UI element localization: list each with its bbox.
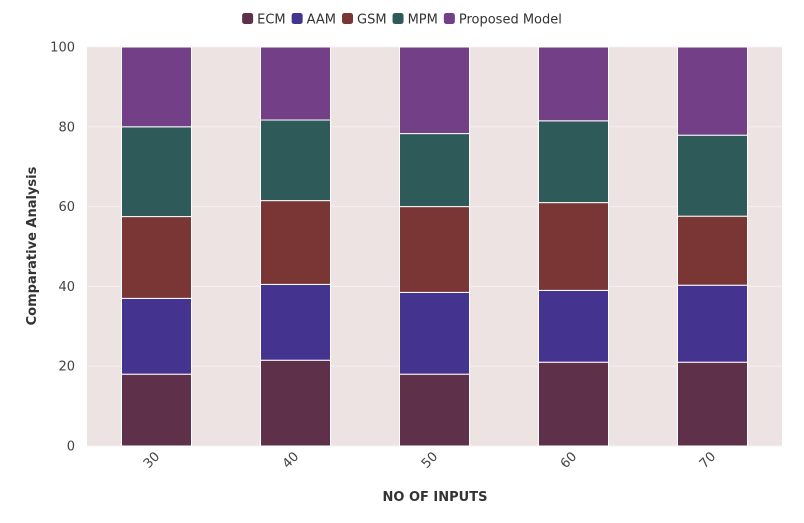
bar-segment-ecm — [260, 359, 331, 447]
bar-segment-mpm — [260, 119, 331, 202]
legend-label: MPM — [408, 13, 438, 28]
bar-segment-gsm — [538, 202, 609, 291]
bar-segment-gsm — [399, 206, 470, 293]
bar-segment-proposed-model — [260, 46, 331, 121]
bar-segment-proposed-model — [121, 46, 192, 128]
y-tick-label: 20 — [58, 360, 75, 375]
y-tick-label: 100 — [50, 41, 75, 56]
bar-segment-mpm — [121, 126, 192, 218]
y-tick-label: 60 — [58, 200, 75, 215]
y-tick-label: 40 — [58, 280, 75, 295]
y-axis-ticks: 0 20 40 60 80 100 — [50, 41, 75, 455]
bar-segment-gsm — [121, 216, 192, 299]
bar-segment-ecm — [677, 361, 748, 447]
bar-segment-mpm — [399, 133, 470, 208]
x-tick-label: 70 — [697, 449, 719, 471]
x-tick-label: 50 — [419, 449, 441, 471]
y-axis-title: Comparative Analysis — [25, 166, 40, 325]
bar-segment-aam — [677, 284, 748, 363]
bar-segment-aam — [399, 291, 470, 375]
legend-swatch — [291, 13, 303, 24]
legend-label: GSM — [357, 13, 387, 28]
bars — [121, 46, 748, 447]
legend-swatch — [242, 13, 254, 24]
bar-segment-proposed-model — [538, 46, 609, 122]
bar-segment-proposed-model — [399, 46, 470, 135]
legend-label: AAM — [307, 13, 336, 28]
legend-label: ECM — [257, 13, 286, 28]
bar-segment-aam — [121, 297, 192, 375]
legend-swatch — [342, 13, 354, 24]
bar-segment-mpm — [538, 120, 609, 204]
y-tick-label: 80 — [58, 120, 75, 135]
x-axis-title: NO OF INPUTS — [383, 490, 488, 505]
legend-swatch — [392, 13, 404, 24]
bar-segment-gsm — [677, 215, 748, 286]
bar-segment-aam — [538, 289, 609, 363]
legend: ECM AAM GSM MPM Proposed Model — [242, 13, 562, 28]
legend-label: Proposed Model — [459, 13, 562, 28]
x-tick-label: 60 — [558, 449, 580, 471]
bar-segment-ecm — [538, 361, 609, 447]
bar-segment-gsm — [260, 200, 331, 285]
bar-segment-mpm — [677, 134, 748, 217]
x-tick-label: 30 — [141, 449, 163, 471]
y-tick-label: 0 — [67, 440, 75, 455]
bar-segment-ecm — [121, 373, 192, 447]
bar-segment-ecm — [399, 373, 470, 447]
x-axis-ticks: 30 40 50 60 70 — [141, 449, 719, 471]
bar-segment-proposed-model — [677, 46, 748, 136]
bar-segment-aam — [260, 283, 331, 361]
x-tick-label: 40 — [280, 449, 302, 471]
legend-swatch — [443, 13, 455, 24]
